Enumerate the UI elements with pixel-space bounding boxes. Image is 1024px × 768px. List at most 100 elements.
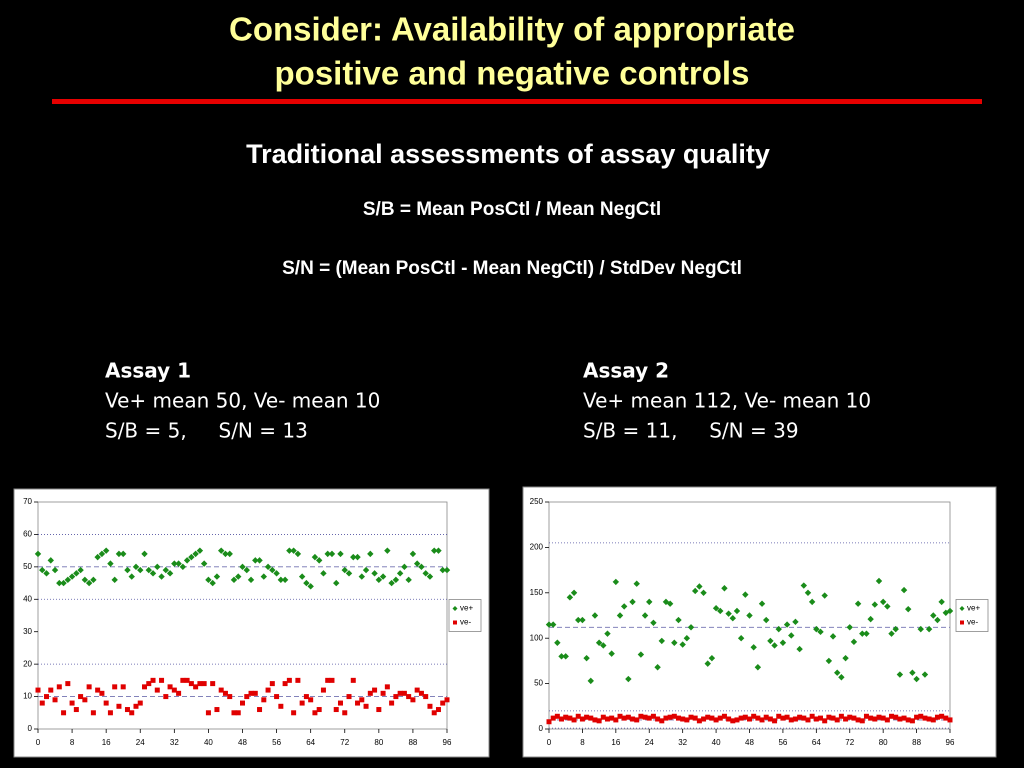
- y-tick-label: 250: [530, 497, 544, 506]
- point: [325, 677, 331, 683]
- point: [102, 547, 110, 554]
- point: [742, 714, 748, 720]
- point: [116, 703, 122, 709]
- point: [427, 703, 433, 709]
- point: [128, 573, 135, 580]
- point: [299, 700, 305, 706]
- point: [888, 630, 895, 637]
- point: [358, 573, 365, 580]
- point: [362, 566, 370, 574]
- assay-line: Ve+ mean 50, Ve- mean 10: [105, 389, 380, 413]
- point: [726, 716, 732, 722]
- point: [183, 557, 191, 564]
- point: [286, 547, 293, 554]
- point: [813, 716, 819, 722]
- y-tick-label: 0: [539, 724, 544, 733]
- point: [921, 671, 929, 678]
- point: [120, 684, 126, 690]
- x-tick-label: 48: [745, 738, 754, 747]
- point: [842, 654, 849, 662]
- point: [401, 690, 407, 696]
- point: [137, 566, 144, 574]
- point: [612, 578, 620, 586]
- point: [290, 547, 297, 554]
- point: [274, 694, 280, 700]
- x-tick-label: 0: [547, 738, 552, 747]
- point: [884, 603, 891, 610]
- point: [909, 718, 915, 724]
- plot-area: [37, 501, 448, 730]
- x-tick-label: 56: [778, 738, 787, 747]
- point: [345, 570, 353, 577]
- point: [809, 713, 815, 719]
- point: [879, 598, 887, 606]
- point: [733, 607, 741, 615]
- point: [176, 690, 182, 696]
- point: [341, 566, 348, 574]
- point: [854, 600, 862, 607]
- point: [684, 717, 690, 723]
- point: [320, 687, 326, 693]
- point: [115, 550, 123, 558]
- point: [671, 713, 677, 719]
- point: [389, 700, 395, 706]
- point: [843, 716, 849, 722]
- point: [359, 697, 365, 703]
- point: [742, 591, 749, 598]
- point: [822, 718, 828, 724]
- legend-label: ve-: [460, 618, 471, 627]
- point: [583, 654, 590, 662]
- x-tick-label: 96: [443, 738, 452, 747]
- title-line: Consider: Availability of appropriate: [229, 11, 795, 48]
- point: [256, 557, 263, 564]
- point: [440, 700, 446, 706]
- point: [107, 710, 113, 716]
- point: [406, 694, 412, 700]
- point: [834, 669, 841, 676]
- point: [889, 713, 895, 719]
- point: [291, 710, 297, 716]
- point: [545, 621, 553, 628]
- point: [94, 553, 101, 561]
- legend-box: [448, 599, 482, 632]
- point: [435, 547, 442, 554]
- point: [834, 717, 840, 723]
- point: [905, 605, 912, 613]
- point: [248, 690, 254, 696]
- point: [687, 624, 695, 631]
- point: [609, 715, 615, 721]
- point: [721, 713, 727, 719]
- point: [709, 715, 715, 721]
- point: [252, 690, 258, 696]
- point: [342, 710, 348, 716]
- point: [646, 715, 652, 721]
- point: [405, 576, 412, 584]
- point: [188, 681, 194, 687]
- point: [192, 550, 199, 558]
- point: [596, 718, 602, 724]
- point: [696, 718, 702, 724]
- point: [260, 573, 268, 580]
- point: [43, 570, 50, 577]
- point: [863, 713, 869, 719]
- y-tick-label: 70: [23, 497, 32, 506]
- point: [218, 687, 224, 693]
- point: [859, 718, 865, 724]
- point: [634, 717, 640, 723]
- point: [884, 717, 890, 723]
- x-tick-label: 88: [912, 738, 921, 747]
- point: [154, 563, 161, 571]
- subtitle: Traditional assessments of assay quality: [246, 139, 770, 169]
- point: [867, 615, 874, 623]
- y-tick-label: 20: [23, 659, 32, 668]
- point: [625, 675, 632, 683]
- point: [671, 639, 678, 646]
- y-tick-label: 10: [23, 692, 32, 701]
- point: [146, 681, 152, 687]
- point: [372, 687, 378, 693]
- point: [918, 713, 924, 719]
- point: [650, 713, 656, 719]
- point: [876, 714, 882, 720]
- legend-marker: [452, 606, 458, 611]
- point: [788, 632, 795, 639]
